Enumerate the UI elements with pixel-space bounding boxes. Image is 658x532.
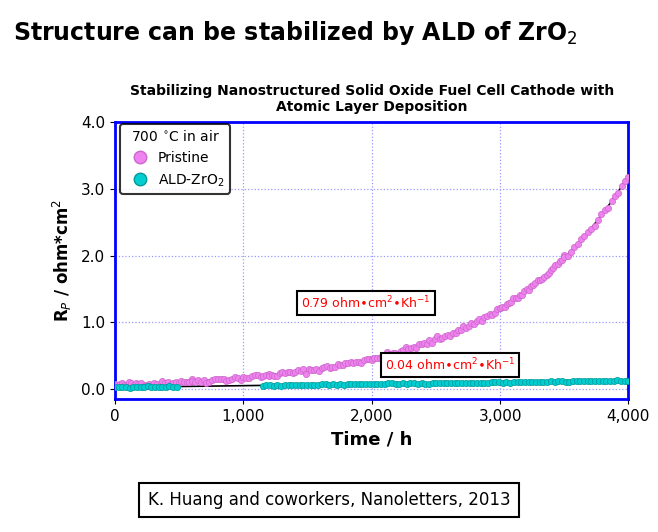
ALD-ZrO$_2$ <box>126 384 134 390</box>
X-axis label: Time / h: Time / h <box>331 431 413 448</box>
ALD-ZrO$_2$ <box>162 384 170 390</box>
Text: K. Huang and coworkers, Nanoletters, 2013: K. Huang and coworkers, Nanoletters, 201… <box>147 491 511 509</box>
Text: 0.04 ohm$\bullet$cm$^2$$\bullet$Kh$^{-1}$: 0.04 ohm$\bullet$cm$^2$$\bullet$Kh$^{-1}… <box>385 357 515 373</box>
ALD-ZrO$_2$ <box>528 379 536 385</box>
Line: Pristine: Pristine <box>112 174 632 389</box>
ALD-ZrO$_2$ <box>343 381 351 387</box>
Pristine <box>137 380 145 387</box>
Pristine <box>111 381 119 387</box>
Y-axis label: R$_P$ / ohm*cm$^2$: R$_P$ / ohm*cm$^2$ <box>51 199 74 322</box>
Line: ALD-ZrO$_2$: ALD-ZrO$_2$ <box>112 377 632 390</box>
ALD-ZrO$_2$ <box>536 378 544 385</box>
ALD-ZrO$_2$ <box>285 381 293 388</box>
ALD-ZrO$_2$ <box>624 378 632 384</box>
Pristine <box>251 372 259 378</box>
Pristine <box>205 379 213 385</box>
Pristine <box>130 381 138 388</box>
Pristine <box>139 383 147 389</box>
Text: Structure can be stabilized by ALD of ZrO$_2$: Structure can be stabilized by ALD of Zr… <box>13 19 578 47</box>
Legend: Pristine, ALD-ZrO$_2$: Pristine, ALD-ZrO$_2$ <box>120 124 230 194</box>
ALD-ZrO$_2$ <box>613 377 621 384</box>
ALD-ZrO$_2$ <box>495 379 503 385</box>
ALD-ZrO$_2$ <box>111 384 119 390</box>
Pristine <box>624 174 632 180</box>
Title: Stabilizing Nanostructured Solid Oxide Fuel Cell Cathode with
Atomic Layer Depos: Stabilizing Nanostructured Solid Oxide F… <box>130 84 614 114</box>
Pristine <box>594 217 602 223</box>
Text: 0.79 ohm$\bullet$cm$^2$$\bullet$Kh$^{-1}$: 0.79 ohm$\bullet$cm$^2$$\bullet$Kh$^{-1}… <box>301 294 431 311</box>
Pristine <box>570 244 578 250</box>
